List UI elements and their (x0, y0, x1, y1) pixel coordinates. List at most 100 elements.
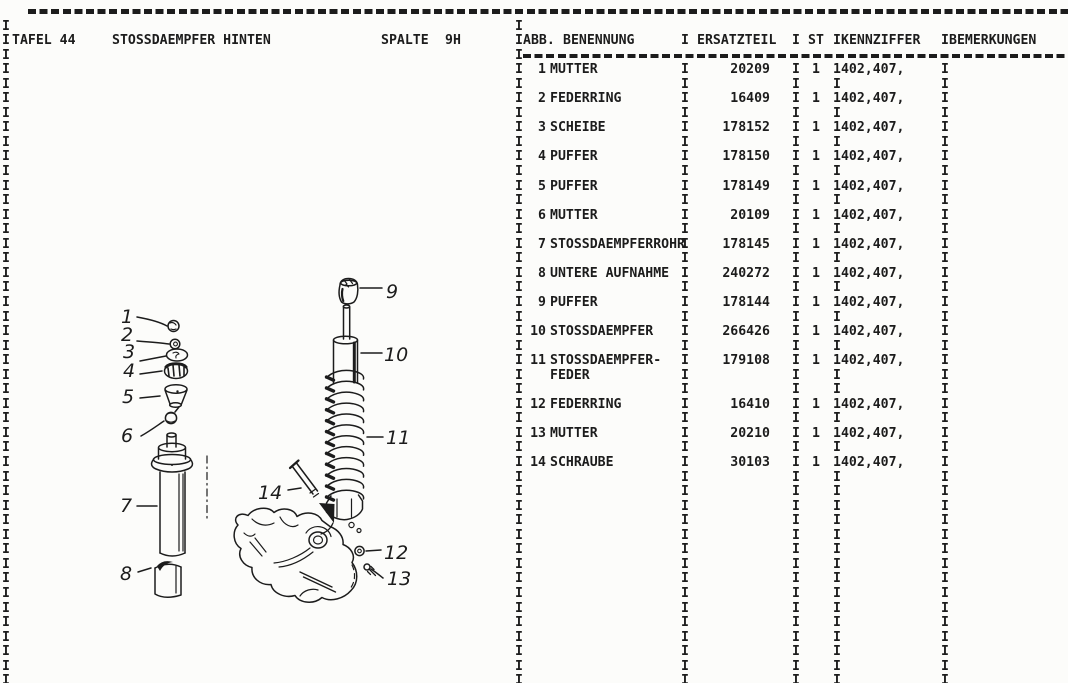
column-separator: I (792, 338, 800, 354)
column-separator: I (833, 382, 841, 398)
left-border-mark: I (2, 178, 10, 194)
row-number: 5 (538, 178, 546, 194)
column-separator: I (941, 164, 949, 179)
column-separator: I (681, 309, 689, 325)
part-number: 30103 (730, 455, 770, 470)
left-border-mark: I (2, 571, 10, 587)
quantity: 1 (812, 425, 820, 441)
column-separator: I (833, 469, 841, 485)
column-separator: I (792, 280, 800, 296)
column-separator: I (515, 367, 523, 383)
column-separator: I (792, 265, 800, 281)
kennziffer-value: 1402,407, (833, 425, 905, 441)
column-separator: I (941, 513, 949, 529)
column-separator: I (792, 294, 800, 310)
table-row: I I I I I 5 PUFFER 178149 1 1402,407, (0, 178, 1068, 195)
column-separator: I (941, 425, 949, 441)
column-separator: I (941, 62, 949, 78)
column-separator: I (681, 251, 689, 267)
column-separator: I (792, 251, 800, 267)
header-kennziffer: KENNZIFFER (841, 33, 921, 49)
quantity: 1 (812, 324, 820, 340)
left-border-mark: I (2, 18, 10, 34)
column-separator: I (681, 324, 689, 340)
table-row: I I I I I 2 FEDERRING 16409 1 1402,407, (0, 92, 1068, 107)
column-separator: I (681, 33, 689, 49)
quantity: 1 (812, 396, 820, 412)
column-separator: I (833, 673, 841, 683)
left-border-mark: I (2, 455, 10, 470)
column-separator: I (515, 207, 523, 223)
column-separator: I (792, 396, 800, 412)
quantity: 1 (812, 236, 820, 252)
header-benennung: BENENNUNG (563, 33, 635, 49)
column-separator: I (941, 33, 949, 49)
column-separator: I (515, 338, 523, 354)
column-separator: I (833, 367, 841, 383)
column-separator: I (833, 484, 841, 500)
column-separator: I (681, 658, 689, 674)
column-separator: I (681, 149, 689, 165)
column-separator: I (941, 600, 949, 616)
left-border-mark: I (2, 644, 10, 660)
column-separator: I (941, 120, 949, 136)
left-border-mark: I (2, 585, 10, 601)
row-number: 7 (538, 236, 546, 252)
left-border-mark: I (2, 62, 10, 78)
column-separator: I (792, 600, 800, 616)
kennziffer-value: 1402,407, (833, 207, 905, 223)
left-border-mark: I (2, 294, 10, 310)
part-name: FEDERRING (550, 91, 622, 107)
column-separator: I (515, 134, 523, 150)
column-separator: I (515, 658, 523, 674)
column-separator: I (792, 309, 800, 325)
header-st: ST (808, 33, 824, 49)
column-separator: I (515, 556, 523, 572)
column-separator: I (833, 644, 841, 660)
column-separator: I (515, 382, 523, 398)
left-border-mark: I (2, 91, 10, 107)
left-border-mark: I (2, 673, 10, 683)
column-separator: I (681, 294, 689, 310)
column-separator: I (681, 236, 689, 252)
column-separator: I (515, 585, 523, 601)
column-separator: I (681, 469, 689, 485)
column-separator: I (681, 673, 689, 683)
column-separator: I (515, 294, 523, 310)
column-separator: I (792, 178, 800, 194)
column-separator: I (681, 120, 689, 136)
row-number: 12 (530, 396, 546, 412)
column-separator: I (792, 324, 800, 340)
left-border-mark: I (2, 382, 10, 398)
kennziffer-value: 1402,407, (833, 294, 905, 310)
column-separator: I (515, 396, 523, 412)
row-number: 2 (538, 91, 546, 107)
spalte-label: SPALTE (381, 33, 429, 49)
column-separator: I (792, 644, 800, 660)
column-separator: I (515, 149, 523, 165)
column-separator: I (515, 644, 523, 660)
column-separator: I (681, 542, 689, 558)
kennziffer-value: 1402,407, (833, 265, 905, 281)
column-separator: I (681, 280, 689, 296)
column-separator: I (681, 353, 689, 369)
column-separator: I (515, 411, 523, 427)
left-border-mark: I (2, 440, 10, 456)
column-separator: I (941, 556, 949, 572)
left-border-mark: I (2, 396, 10, 412)
column-separator: I (681, 222, 689, 238)
left-border-mark: I (2, 527, 10, 543)
column-separator: I (833, 498, 841, 514)
column-separator: I (833, 105, 841, 121)
left-border-mark: I (2, 193, 10, 209)
column-separator: I (941, 222, 949, 238)
left-border-mark: I (2, 251, 10, 267)
